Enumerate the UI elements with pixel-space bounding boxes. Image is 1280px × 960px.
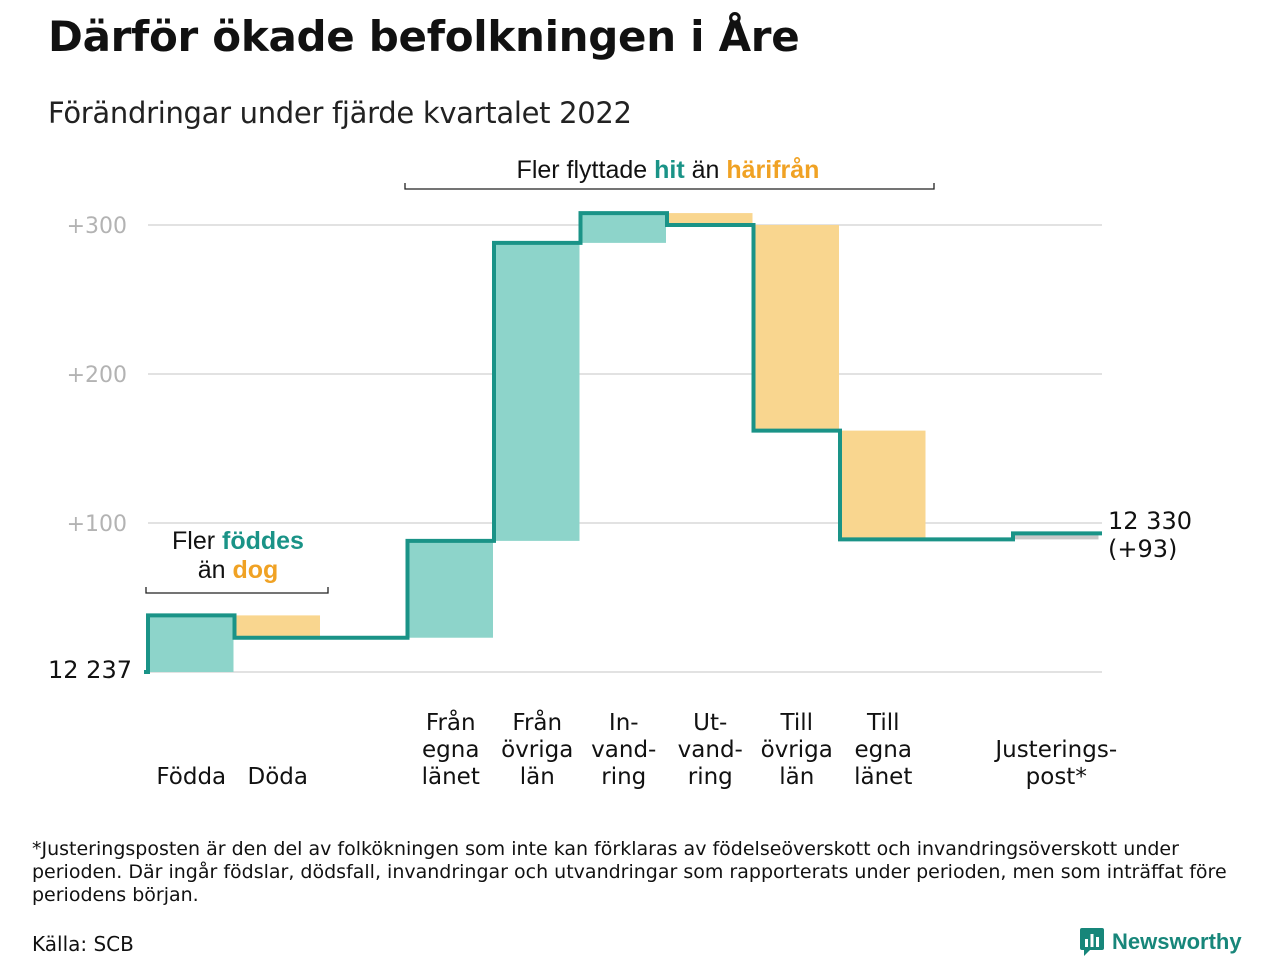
annotation-moves-bracket	[404, 183, 935, 190]
category-label: län	[779, 764, 814, 790]
category-label: Döda	[248, 764, 308, 790]
category-label: egna	[855, 737, 912, 763]
newsworthy-logo[interactable]: Newsworthy	[1080, 928, 1242, 956]
end-value-label: 12 330	[1108, 507, 1192, 535]
bar-frånegnalänet	[409, 540, 493, 638]
category-label: länet	[854, 764, 912, 790]
category-label: post*	[1026, 764, 1087, 790]
annotation-births-line2: än dog	[198, 556, 279, 584]
category-label: ring	[601, 764, 646, 790]
y-tick-label: +200	[67, 363, 127, 388]
end-change-label: (+93)	[1108, 535, 1177, 563]
annotation-births-bracket	[145, 587, 329, 594]
category-label: Till	[779, 710, 813, 736]
category-label: In-	[609, 710, 639, 736]
category-label: län	[520, 764, 555, 790]
category-label: Justerings-	[993, 737, 1117, 763]
chart-title: Därför ökade befolkningen i Åre	[48, 12, 800, 61]
annotation-moves: Fler flyttade hit än härifrån	[517, 156, 820, 184]
y-tick-label: +300	[67, 214, 127, 239]
bar-tillövrigalän	[755, 225, 839, 431]
cumulative-step-line	[144, 211, 1102, 674]
category-label: Ut-	[693, 710, 727, 736]
category-label: Från	[426, 708, 476, 736]
source-label: Källa: SCB	[32, 932, 134, 956]
bar-justerings-post*	[1015, 533, 1099, 540]
newsworthy-logo-icon	[1080, 928, 1104, 956]
footnote: *Justeringsposten är den del av folkökni…	[32, 838, 1227, 906]
category-label: egna	[422, 737, 479, 763]
category-label: länet	[422, 764, 480, 790]
bar-ut-vand-ring	[669, 213, 753, 225]
bar-frånövrigalän	[496, 242, 580, 541]
category-label: vand-	[678, 737, 743, 763]
bar-döda	[236, 615, 320, 638]
bar-in-vand-ring	[582, 213, 666, 243]
annotation-births-line1: Fler föddes	[172, 527, 304, 555]
category-label: övriga	[501, 737, 573, 763]
bar-tillegnalänet	[842, 430, 926, 540]
category-label: ring	[688, 764, 733, 790]
category-label: Födda	[156, 764, 226, 790]
chart-subtitle: Förändringar under fjärde kvartalet 2022	[48, 96, 632, 130]
y-tick-label: +100	[67, 512, 127, 537]
category-label: Från	[512, 708, 562, 736]
bar-födda	[150, 615, 234, 672]
category-label: övriga	[761, 737, 833, 763]
category-label: Till	[866, 710, 900, 736]
category-label: vand-	[591, 737, 656, 763]
brand-name: Newsworthy	[1112, 929, 1242, 954]
start-value-label: 12 237	[48, 656, 132, 684]
